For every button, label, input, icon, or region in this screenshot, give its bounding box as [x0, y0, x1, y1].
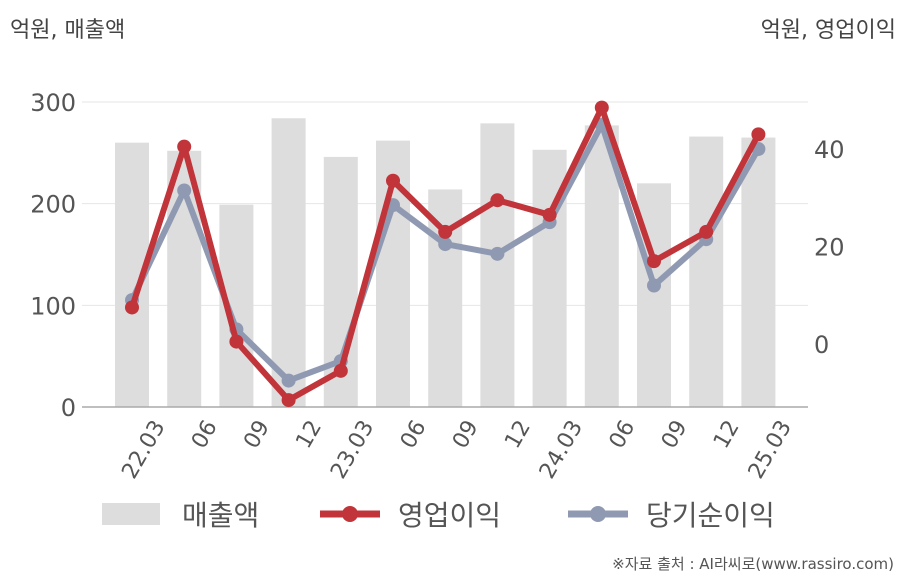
bar-revenue	[741, 137, 776, 408]
left-tick-label: 0	[61, 394, 76, 422]
point-operating-profit	[490, 193, 505, 208]
right-tick-label: 20	[814, 234, 845, 262]
legend-swatch-operating-profit	[320, 506, 380, 522]
x-tick-label: 09	[657, 416, 693, 453]
bar-revenue	[689, 136, 724, 408]
x-tick-label: 09	[239, 416, 275, 453]
point-operating-profit	[125, 300, 139, 315]
point-net-income	[177, 183, 192, 198]
x-tick-label: 12	[709, 416, 745, 453]
left-axis-unit-label: 억원, 매출액	[10, 18, 126, 43]
point-net-income	[647, 278, 661, 293]
point-operating-profit	[333, 363, 348, 378]
bar-revenue	[584, 125, 619, 407]
left-tick-label: 300	[30, 89, 76, 117]
x-tick-label: 06	[605, 416, 641, 453]
x-tick-label: 22.03	[117, 416, 170, 483]
point-operating-profit	[542, 207, 557, 222]
point-net-income	[490, 246, 505, 261]
legend-swatch-net-income	[568, 506, 628, 522]
legend-item-operating-profit: 영업이익	[318, 492, 501, 536]
left-tick-label: 100	[30, 292, 76, 320]
x-tick-label: 23.03	[326, 416, 379, 483]
x-tick-label: 12	[291, 416, 327, 453]
point-operating-profit	[751, 127, 766, 142]
left-tick-label: 200	[30, 191, 76, 219]
legend-swatch-revenue	[102, 503, 160, 525]
source-note: ※자료 출처 : AI라씨로(www.rassiro.com)	[612, 555, 894, 573]
x-tick-label: 12	[500, 416, 536, 453]
legend-label-revenue: 매출액	[182, 499, 260, 532]
point-net-income	[438, 237, 453, 252]
point-operating-profit	[699, 224, 714, 239]
right-tick-label: 0	[814, 331, 829, 359]
x-tick-label: 24.03	[535, 416, 588, 483]
bar-revenue	[480, 123, 515, 407]
right-axis-unit-label: 억원, 영업이익	[760, 18, 896, 43]
right-tick-label: 40	[814, 136, 845, 164]
point-operating-profit	[229, 334, 244, 349]
point-operating-profit	[177, 139, 192, 154]
point-operating-profit	[647, 254, 661, 269]
point-operating-profit	[281, 393, 296, 408]
bar-revenue	[271, 118, 306, 408]
legend: 매출액 영업이익 당기순이익	[0, 492, 908, 536]
point-operating-profit	[594, 100, 609, 115]
x-tick-label: 06	[396, 416, 432, 453]
point-net-income	[281, 373, 296, 388]
legend-label-operating-profit: 영업이익	[398, 499, 502, 532]
legend-label-net-income: 당기순이익	[646, 499, 775, 532]
x-tick-label: 09	[448, 416, 484, 453]
point-operating-profit	[438, 224, 453, 239]
legend-item-net-income: 당기순이익	[566, 492, 775, 536]
x-tick-label: 25.03	[744, 416, 797, 483]
point-operating-profit	[386, 173, 400, 188]
legend-item-revenue: 매출액	[102, 492, 259, 536]
x-tick-label: 06	[187, 416, 223, 453]
